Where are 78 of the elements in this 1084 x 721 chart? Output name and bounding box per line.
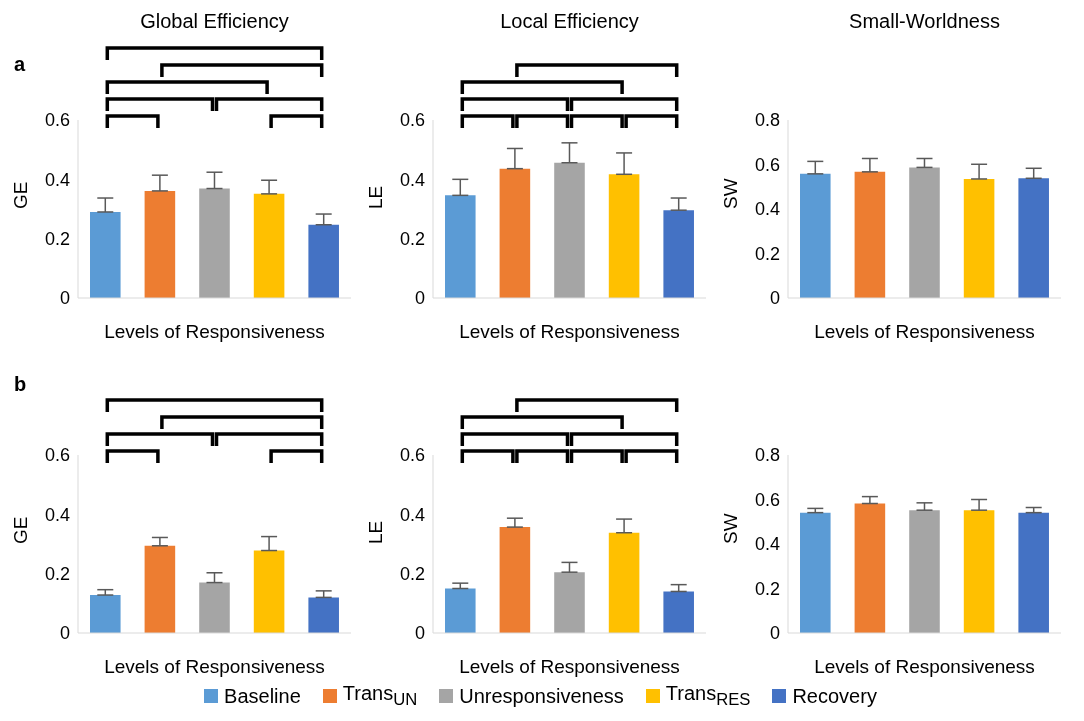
y-tick-label: 0.4 (399, 504, 425, 525)
y-tick-label: 0.6 (44, 110, 70, 131)
bar (308, 597, 339, 633)
y-tick-label: 0.4 (754, 199, 780, 220)
bar (199, 582, 230, 633)
legend-label: Trans$_{RES}$ (665, 682, 751, 710)
bar (963, 178, 995, 298)
y-tick-label: 0.2 (399, 564, 425, 585)
bar (663, 210, 694, 298)
bar (445, 588, 476, 633)
bar (90, 595, 121, 633)
y-tick-label: 0 (59, 288, 70, 309)
y-tick-label: 0.6 (44, 445, 70, 466)
bar (1018, 512, 1049, 633)
bar (854, 171, 886, 298)
text: a (14, 53, 26, 76)
y-axis-title: GE (9, 181, 31, 209)
x-axis-title: Levels of Responsiveness (459, 656, 680, 677)
y-tick-label: 0.6 (754, 489, 780, 510)
bar (253, 550, 285, 633)
y-tick-label: 0 (414, 623, 425, 644)
legend-label: Unresponsiveness (459, 684, 624, 708)
bar (909, 510, 940, 633)
x-axis-title: Levels of Responsiveness (104, 321, 325, 342)
y-axis-title: LE (364, 185, 386, 209)
y-tick-label: 0.2 (44, 229, 70, 250)
y-tick-label: 0 (59, 623, 70, 644)
x-axis-title: Levels of Responsiveness (814, 656, 1035, 677)
y-tick-label: 0 (414, 288, 425, 309)
y-tick-label: 0.4 (44, 504, 70, 525)
bar (445, 195, 476, 298)
bar (253, 193, 285, 298)
bar (308, 224, 339, 298)
text: b (14, 373, 27, 396)
bar (499, 527, 531, 633)
y-axis-title: SW (719, 178, 741, 209)
legend-label: Trans$_{UN}$ (342, 682, 418, 710)
y-tick-label: 0.2 (399, 229, 425, 250)
bar (499, 168, 531, 298)
y-tick-label: 0.6 (399, 110, 425, 131)
bar (199, 188, 230, 298)
bar (554, 162, 585, 298)
y-axis-title: SW (719, 513, 741, 544)
y-tick-label: 0 (769, 623, 780, 644)
y-axis-title: LE (364, 520, 386, 544)
bar (554, 572, 585, 633)
x-axis-title: Levels of Responsiveness (104, 656, 325, 677)
y-axis-title: GE (9, 516, 31, 544)
legend-label: Recovery (792, 684, 877, 708)
bar (800, 173, 831, 298)
bar (963, 510, 995, 633)
x-axis-title: Levels of Responsiveness (459, 321, 680, 342)
bar (144, 545, 176, 633)
y-tick-label: 0.2 (754, 243, 780, 264)
y-tick-label: 0.4 (44, 169, 70, 190)
bar (90, 211, 121, 298)
chart-title: Global Efficiency (139, 10, 290, 33)
y-tick-label: 0.4 (399, 169, 425, 190)
y-tick-label: 0.6 (399, 445, 425, 466)
bar (608, 174, 640, 298)
bar (800, 512, 831, 633)
y-tick-label: 0.2 (44, 564, 70, 585)
bar (663, 591, 694, 633)
bar (1018, 178, 1049, 298)
y-tick-label: 0.4 (754, 534, 780, 555)
y-tick-label: 0 (769, 288, 780, 309)
chart-title: Local Efficiency (499, 10, 640, 33)
bar (909, 167, 940, 298)
chart-title: Small-Worldness (848, 10, 1001, 33)
y-tick-label: 0.6 (754, 154, 780, 175)
bar (608, 532, 640, 633)
y-tick-label: 0.8 (754, 110, 780, 131)
y-tick-label: 0.8 (754, 445, 780, 466)
x-axis-title: Levels of Responsiveness (814, 321, 1035, 342)
y-tick-label: 0.2 (754, 578, 780, 599)
legend-label: Baseline (224, 684, 301, 708)
bar (144, 190, 176, 298)
bar (854, 503, 886, 633)
